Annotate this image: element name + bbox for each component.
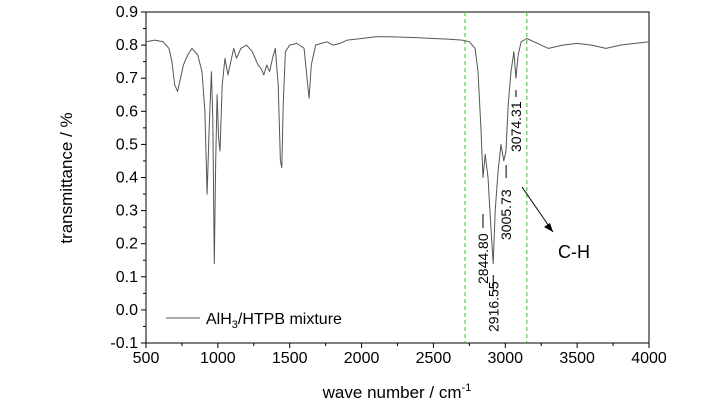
y-tick-label: 0.4 [116,170,138,187]
x-axis-title: wave number / cm-1 [322,382,472,402]
legend-entry-subscript: 3 [232,319,238,331]
legend-entry-prefix: AlH [206,311,232,328]
callout-label: C-H [558,242,590,262]
y-tick-label: 0.5 [116,136,138,153]
x-tick-label: 3000 [487,350,523,367]
x-tick-label: 1000 [200,350,236,367]
y-tick-label: 0.1 [116,269,138,286]
x-axis-title-superscript: -1 [462,382,472,394]
series-line-0 [145,36,650,265]
reference-lines [464,12,528,343]
plot-frame [145,11,650,344]
x-tick-label: 2000 [344,350,380,367]
x-tick-label: 500 [133,350,160,367]
x-axis-ticks: 500 1000 1500 2000 2500 3000 3500 4000 [133,343,667,367]
y-tick-label: -0.1 [110,335,138,352]
series-group [145,36,650,265]
y-tick-label: 0.7 [116,70,138,87]
y-tick-label: 0.0 [116,302,138,319]
y-tick-label: 0.9 [116,4,138,21]
x-tick-label: 3500 [559,350,595,367]
x-tick-label: 2500 [416,350,452,367]
legend-entry-suffix: /HTPB mixture [238,311,342,328]
legend: AlH3/HTPB mixture [166,311,342,331]
x-tick-label: 1500 [272,350,308,367]
peak-label: 3074.31 [508,101,524,152]
legend-entry: AlH3/HTPB mixture [206,311,342,331]
x-tick-label: 4000 [631,350,667,367]
peak-label: 2844.80 [475,233,491,284]
y-axis-title: transmittance / % [57,112,76,243]
y-axis-ticks: -0.1 0.0 0.1 0.2 0.3 0.4 0.5 0.6 0.7 0.8 0.9 [110,4,146,352]
peak-label: 2916.55 [485,281,501,332]
y-tick-label: 0.8 [116,37,138,54]
y-tick-label: 0.6 [116,103,138,120]
peak-label: 3005.73 [498,189,514,240]
x-axis-title-main: wave number / cm [322,383,462,402]
callout-arrowhead [544,223,553,232]
y-tick-label: 0.3 [116,203,138,220]
y-tick-label: 0.2 [116,236,138,253]
